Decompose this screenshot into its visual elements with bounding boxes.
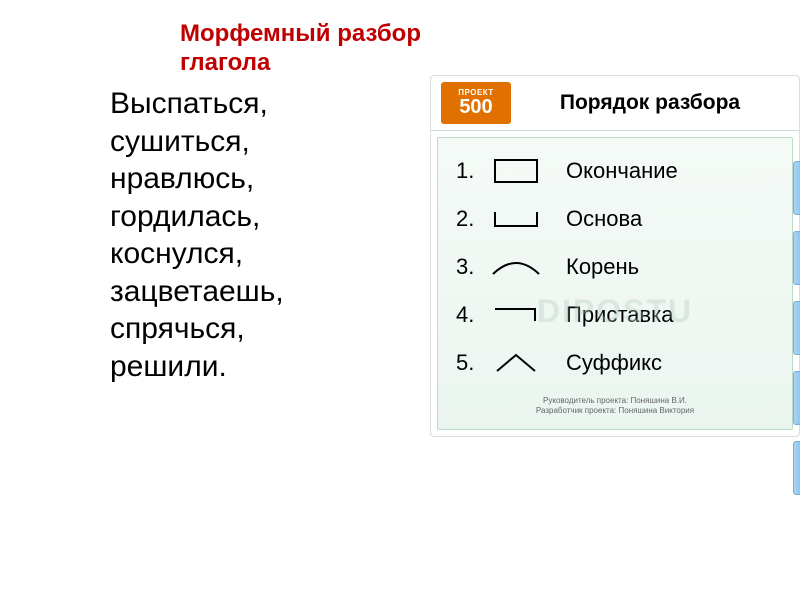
word-item: гордилась, xyxy=(110,198,284,236)
side-tab[interactable] xyxy=(793,301,800,355)
legend-label: Суффикс xyxy=(566,350,662,376)
word-item: Выспаться, xyxy=(110,85,284,123)
legend-label: Приставка xyxy=(566,302,673,328)
base-symbol-icon xyxy=(486,204,546,234)
word-item: спрячься, xyxy=(110,310,284,348)
legend-card: ПРОЕКТ 500 Порядок разбора DIPOSTU 1. Ок… xyxy=(430,75,800,437)
side-tab[interactable] xyxy=(793,371,800,425)
word-list: Выспаться, сушиться, нравлюсь, гордилась… xyxy=(110,85,284,385)
page-title: Морфемный разбор глагола xyxy=(180,20,421,78)
suffix-symbol-icon xyxy=(486,348,546,378)
legend-row-root: 3. Корень xyxy=(456,252,774,282)
side-tab[interactable] xyxy=(793,441,800,495)
word-item: коснулся, xyxy=(110,235,284,273)
side-tab[interactable] xyxy=(793,161,800,215)
legend-row-base: 2. Основа xyxy=(456,204,774,234)
word-item: решили. xyxy=(110,348,284,386)
legend-body: DIPOSTU 1. Окончание 2. Основа 3. Корень… xyxy=(437,137,793,430)
credits-line: Разработчик проекта: Поняшина Виктория xyxy=(456,406,774,416)
legend-row-ending: 1. Окончание xyxy=(456,156,774,186)
credits: Руководитель проекта: Поняшина В.И. Разр… xyxy=(456,396,774,417)
title-line-1: Морфемный разбор xyxy=(180,20,421,47)
legend-num: 1. xyxy=(456,158,486,184)
word-item: нравлюсь, xyxy=(110,160,284,198)
word-item: зацветаешь, xyxy=(110,273,284,311)
legend-header: ПРОЕКТ 500 Порядок разбора xyxy=(431,76,799,131)
prefix-symbol-icon xyxy=(486,300,546,330)
legend-title: Порядок разбора xyxy=(511,91,789,115)
legend-num: 2. xyxy=(456,206,486,232)
ending-symbol-icon xyxy=(486,156,546,186)
side-tab[interactable] xyxy=(793,231,800,285)
legend-row-suffix: 5. Суффикс xyxy=(456,348,774,378)
legend-num: 5. xyxy=(456,350,486,376)
root-symbol-icon xyxy=(486,252,546,282)
credits-line: Руководитель проекта: Поняшина В.И. xyxy=(456,396,774,406)
side-tabs xyxy=(793,161,800,511)
word-item: сушиться, xyxy=(110,123,284,161)
legend-num: 4. xyxy=(456,302,486,328)
legend-label: Основа xyxy=(566,206,642,232)
legend-label: Корень xyxy=(566,254,639,280)
title-line-2: глагола xyxy=(180,49,270,76)
project-logo: ПРОЕКТ 500 xyxy=(441,82,511,124)
legend-num: 3. xyxy=(456,254,486,280)
logo-number: 500 xyxy=(459,97,492,117)
legend-label: Окончание xyxy=(566,158,678,184)
legend-row-prefix: 4. Приставка xyxy=(456,300,774,330)
